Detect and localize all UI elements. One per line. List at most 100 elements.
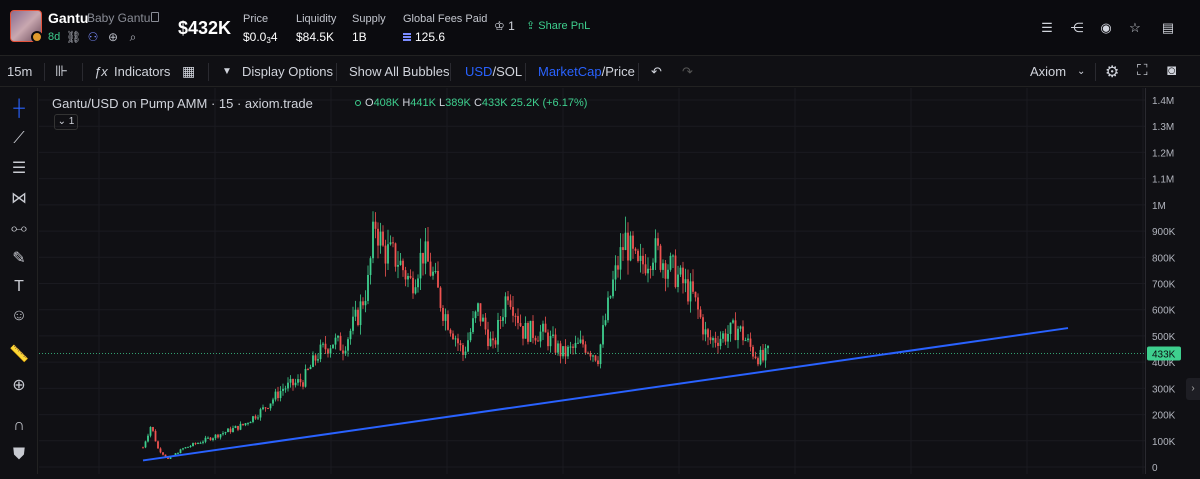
templates-icon[interactable]: ▦: [182, 63, 196, 79]
redo-icon[interactable]: ↷: [682, 64, 693, 79]
upload-icon: ⇪: [526, 20, 536, 32]
candle-body: [539, 331, 542, 342]
undo-icon[interactable]: ↶: [651, 64, 662, 79]
lock-icon[interactable]: ⛊: [12, 446, 25, 463]
currency-toggle[interactable]: USD/SOL: [465, 64, 523, 79]
eye-icon[interactable]: ◉: [1100, 20, 1112, 35]
visibility-dot-icon[interactable]: [355, 100, 361, 106]
crown-count[interactable]: ♔ 1: [494, 19, 515, 33]
fullscreen-icon[interactable]: ⛶: [1137, 62, 1148, 79]
settings-icon[interactable]: ⚙: [1105, 64, 1120, 81]
token-avatar[interactable]: [10, 10, 42, 42]
candle-body: [439, 287, 442, 308]
candle-body: [362, 301, 364, 306]
share-icon[interactable]: ⋲: [1070, 20, 1084, 35]
projection-tool-icon[interactable]: ⧟: [10, 220, 27, 237]
crown-icon: ♔: [494, 19, 505, 33]
interval-select[interactable]: 15m: [7, 64, 33, 79]
candle-body: [544, 323, 547, 333]
candle-body: [689, 281, 692, 302]
candle-body: [629, 235, 632, 261]
chart-canvas[interactable]: [39, 88, 1145, 474]
candle-body: [477, 303, 479, 312]
camera-icon[interactable]: ◙: [1167, 62, 1177, 79]
price-axis-tick: 1M: [1152, 201, 1166, 212]
candle-body: [329, 348, 332, 354]
price-axis-tick: 1.4M: [1152, 96, 1174, 107]
candle-body: [449, 329, 452, 334]
fib-tool-icon[interactable]: ☰: [11, 160, 27, 177]
candle-body: [729, 322, 732, 334]
candle-body: [182, 448, 184, 450]
trendline-tool-icon[interactable]: ⟋: [13, 130, 25, 147]
candle-body: [237, 425, 239, 430]
candle-body: [487, 329, 489, 347]
zoom-in-icon[interactable]: ⊕: [12, 377, 26, 394]
fx-icon: ƒx: [94, 64, 108, 79]
ruler-icon[interactable]: 📏: [9, 346, 29, 363]
candle-body: [489, 338, 492, 347]
crosshair-icon[interactable]: ┼: [13, 100, 25, 117]
candlestick-chart[interactable]: [39, 88, 1145, 474]
candle-body: [224, 432, 227, 434]
magnet-icon[interactable]: ∩: [13, 417, 25, 434]
price-axis-tick: 900K: [1152, 227, 1176, 238]
solana-icon: [403, 33, 411, 41]
globe-icon[interactable]: ⊕: [107, 30, 119, 44]
candle-body: [152, 427, 154, 431]
fees-label: Global Fees Paid: [403, 13, 488, 25]
emoji-tool-icon[interactable]: ☺: [10, 307, 28, 324]
show-bubbles-button[interactable]: Show All Bubbles: [349, 64, 450, 79]
candle-body: [482, 317, 484, 322]
candle-body: [664, 263, 667, 279]
candle-body: [592, 355, 594, 357]
mcap-price-toggle[interactable]: MarketCap/Price: [538, 64, 635, 79]
indicators-button[interactable]: Indicators: [114, 64, 171, 79]
display-options-button[interactable]: Display Options: [242, 64, 334, 79]
candle-body: [179, 449, 182, 454]
candle-body: [249, 421, 252, 424]
candle-body: [372, 221, 374, 259]
candle-body: [369, 258, 372, 275]
provider-select[interactable]: Axiom: [1030, 64, 1067, 79]
candle-body: [379, 231, 382, 246]
link-icon[interactable]: ⛓: [66, 30, 82, 44]
expand-panel-icon[interactable]: ›: [1186, 378, 1200, 400]
price-axis[interactable]: 1.4M 1.3M 1.2M 1.1M 1M 900K 800K 700K 600K 500K 40…: [1145, 88, 1185, 474]
chart-legend-title: Gantu/USD on Pump AMM · 15 · axiom.trade: [52, 96, 313, 111]
candle-body: [272, 399, 274, 404]
candle-body: [759, 349, 762, 365]
layout-icon[interactable]: ▤: [1161, 20, 1175, 35]
candle-body: [647, 268, 649, 274]
candle-body: [594, 355, 597, 361]
candle-body: [422, 252, 424, 264]
candle-body: [229, 428, 232, 433]
candle-body: [452, 333, 454, 340]
candle-body: [554, 334, 557, 353]
candle-type-icon[interactable]: ⊪: [55, 63, 69, 80]
candle-body: [322, 343, 324, 345]
holders-icon[interactable]: ⚇: [87, 30, 99, 44]
token-name: Gantu: [48, 10, 89, 26]
brush-tool-icon[interactable]: ✎: [12, 250, 26, 267]
share-pnl-button[interactable]: ⇪ Share PnL: [526, 20, 591, 32]
star-icon[interactable]: ☆: [1129, 20, 1141, 35]
copy-icon[interactable]: [151, 12, 159, 22]
candle-body: [767, 345, 769, 349]
candle-body: [524, 322, 527, 339]
candle-body: [404, 270, 407, 280]
candle-body: [552, 334, 554, 336]
candle-body: [184, 447, 187, 449]
candle-body: [162, 452, 164, 455]
search-icon[interactable]: ⌕: [129, 30, 137, 44]
list-icon[interactable]: ☰: [1041, 20, 1053, 35]
candle-body: [402, 260, 404, 271]
candle-body: [709, 337, 712, 341]
candle-body: [707, 329, 709, 338]
supply-label: Supply: [352, 13, 386, 25]
candle-body: [257, 417, 259, 419]
pattern-tool-icon[interactable]: ⋈: [11, 190, 27, 207]
text-tool-icon[interactable]: T: [14, 278, 24, 295]
indicator-collapse-button[interactable]: ⌄ 1: [54, 114, 78, 130]
candle-body: [677, 274, 679, 288]
